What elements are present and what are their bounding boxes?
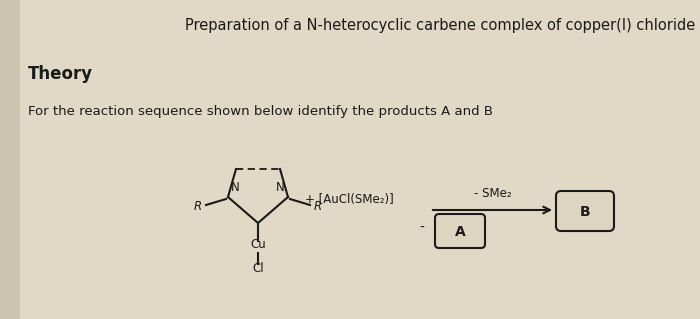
Text: Preparation of a N-heterocyclic carbene complex of copper(I) chloride: Preparation of a N-heterocyclic carbene … bbox=[185, 18, 695, 33]
Text: N: N bbox=[276, 181, 285, 194]
Text: R: R bbox=[194, 201, 202, 213]
Text: N: N bbox=[231, 181, 239, 194]
Text: For the reaction sequence shown below identify the products A and B: For the reaction sequence shown below id… bbox=[28, 105, 493, 118]
Text: B: B bbox=[580, 205, 590, 219]
Text: + [AuCl(SMe₂)]: + [AuCl(SMe₂)] bbox=[305, 194, 393, 206]
Text: A: A bbox=[454, 225, 466, 239]
FancyBboxPatch shape bbox=[556, 191, 614, 231]
Text: R: R bbox=[314, 201, 322, 213]
FancyBboxPatch shape bbox=[435, 214, 485, 248]
Text: Theory: Theory bbox=[28, 65, 93, 83]
Text: -: - bbox=[419, 221, 424, 235]
Text: Cl: Cl bbox=[252, 263, 264, 276]
Text: - SMe₂: - SMe₂ bbox=[474, 187, 511, 200]
Text: Cu: Cu bbox=[250, 239, 266, 251]
